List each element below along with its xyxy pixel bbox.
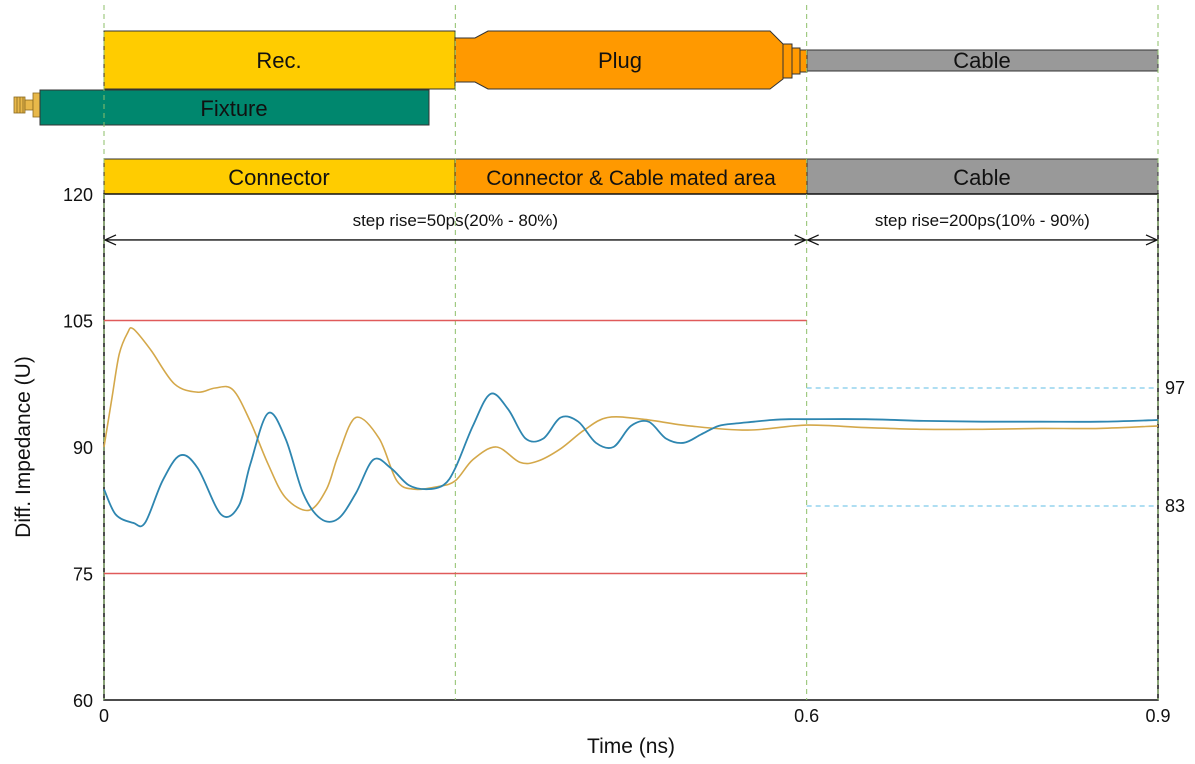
step-rise-label: step rise=50ps(20% - 80%) [353, 211, 559, 230]
impedance-series [103, 326, 1159, 528]
x-tick-label: 0.6 [794, 706, 819, 726]
sma-connector-icon [13, 92, 41, 118]
component-diagram: Rec. Fixture Plug Cable [13, 30, 1159, 126]
step-rise-label: step rise=200ps(10% - 90%) [875, 211, 1090, 230]
section-connector-label: Connector [228, 165, 330, 190]
arrow-left-icon [806, 234, 819, 246]
impedance-series-line-1 [103, 326, 1159, 512]
plug-label: Plug [598, 48, 642, 73]
plot-frame [103, 193, 1159, 701]
step-rise-annotations: step rise=50ps(20% - 80%) step rise=200ps… [103, 211, 1159, 246]
x-tick-label: 0.9 [1145, 706, 1170, 726]
impedance-series-line-2 [103, 392, 1159, 528]
limit-lines: 97 83 [104, 319, 1185, 575]
section-guides [103, 5, 1159, 700]
y-axis-title: Diff. Impedance (U) [12, 356, 35, 538]
receptacle-label: Rec. [256, 48, 301, 73]
section-cable-label: Cable [953, 165, 1010, 190]
section-mated-area [454, 158, 808, 195]
section-mated-area-label: Connector & Cable mated area [486, 167, 776, 190]
arrow-left-icon [103, 234, 117, 246]
y-tick-label: 120 [63, 185, 93, 205]
fixture-label: Fixture [200, 96, 267, 121]
plug-collar-icon [782, 43, 808, 79]
x-axis-ticks: 0 0.6 0.9 [99, 706, 1171, 726]
fixture-block [39, 89, 430, 126]
y-tick-label: 60 [73, 691, 93, 711]
y-tick-label: 75 [73, 565, 93, 585]
receptacle-block [103, 30, 456, 90]
y-tick-label: 90 [73, 438, 93, 458]
section-header-bar: Connector Connector & Cable mated area C… [103, 158, 1159, 195]
y-axis-ticks: 60 75 90 105 120 [63, 185, 93, 711]
arrow-right-icon [794, 234, 808, 246]
x-tick-label: 0 [99, 706, 109, 726]
limit-line-label: 83 [1165, 496, 1185, 516]
limit-line-label: 97 [1165, 378, 1185, 398]
section-cable [806, 158, 1159, 195]
plug-block [454, 30, 784, 90]
cable-block-label: Cable [953, 48, 1010, 73]
y-tick-label: 105 [63, 312, 93, 332]
section-connector [103, 158, 456, 195]
arrow-right-icon [1145, 234, 1159, 246]
x-axis-title: Time (ns) [587, 735, 675, 758]
